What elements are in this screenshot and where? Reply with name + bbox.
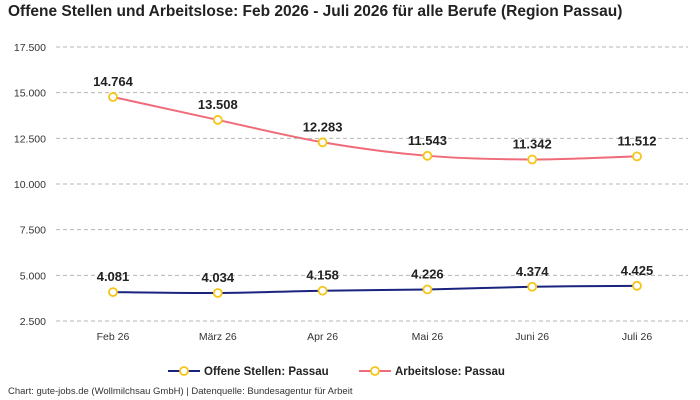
data-point[interactable] [632,280,642,291]
y-tick-label: 15.000 [14,88,46,100]
data-point[interactable] [317,285,328,296]
data-label: 4.425 [621,263,654,278]
data-point[interactable] [212,288,223,298]
data-label: 11.512 [617,133,656,148]
data-point[interactable] [527,281,538,292]
data-point[interactable] [422,284,433,295]
data-label: 4.374 [516,264,549,279]
data-label: 4.081 [97,269,130,284]
data-point[interactable] [632,151,642,162]
y-tick-label: 7.500 [20,225,46,237]
source-note: Chart: gute-jobs.de (Wollmilchsau GmbH) … [8,386,353,397]
x-tick-label: Apr 26 [307,331,338,343]
legend-marker [370,366,380,376]
data-label: 14.764 [93,74,134,89]
x-tick-label: Juli 26 [622,331,653,343]
data-point[interactable] [108,287,118,298]
x-tick-label: Juni 26 [515,331,549,343]
grid-lines [56,46,688,322]
data-label: 4.158 [306,268,339,283]
y-tick-label: 2.500 [20,316,46,328]
y-axis: 2.500 5.000 7.500 10.000 12.500 15.000 17.500 [14,42,46,328]
data-point[interactable] [527,154,538,165]
series-group [108,92,642,298]
y-tick-label: 5.000 [20,270,46,282]
y-tick-label: 12.500 [14,133,46,145]
y-tick-label: 10.000 [14,179,46,191]
data-labels: 4.081 4.034 4.158 4.226 4.374 4.425 14.764 13.5… [93,74,656,285]
y-tick-label: 17.500 [14,42,46,54]
legend-label[interactable]: Arbeitslose: Passau [395,366,505,378]
series-line [112,284,638,295]
chart-title: Offene Stellen und Arbeitslose: Feb 2026… [8,3,623,20]
data-label: 11.342 [513,136,552,151]
data-point[interactable] [212,115,223,125]
data-label: 4.034 [202,270,235,285]
data-point[interactable] [317,137,328,148]
data-point[interactable] [108,92,118,102]
data-label: 12.283 [303,119,343,134]
x-axis: Feb 26 März 26 Apr 26 Mai 26 Juni 26 Juli 26 [97,331,653,343]
data-label: 4.226 [411,266,444,281]
legend: Offene Stellen: Passau Arbeitslose: Passa… [168,366,505,378]
data-label: 11.543 [408,133,447,148]
legend-marker [179,366,189,376]
data-point[interactable] [422,150,433,161]
series-line [112,96,638,161]
x-tick-label: Mai 26 [412,331,444,343]
x-tick-label: Feb 26 [97,331,130,343]
legend-label[interactable]: Offene Stellen: Passau [204,366,329,378]
data-label: 13.508 [198,97,238,112]
x-tick-label: März 26 [199,331,237,343]
